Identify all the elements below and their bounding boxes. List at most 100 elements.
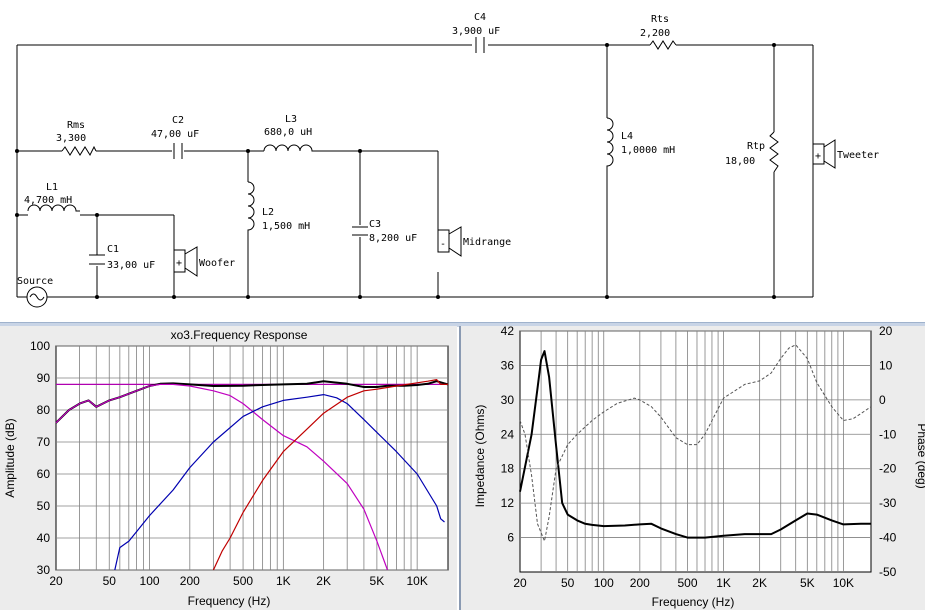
x-tick-label: 200	[180, 574, 200, 588]
tweeter-speaker-icon[interactable]: + Tweeter	[812, 139, 879, 169]
midrange-speaker-icon[interactable]: - Midrange	[437, 226, 511, 257]
x-tick-label: 10K	[406, 574, 427, 588]
y2-tick-label: -40	[879, 531, 897, 545]
svg-text:3,900 uF: 3,900 uF	[452, 26, 500, 37]
fr-grid	[56, 345, 448, 571]
y2-tick-label: 20	[879, 326, 893, 338]
frequency-response-chart: xo3.Frequency Response 20 50 100 200 500 1K 2K…	[3, 328, 449, 608]
imp-series-line-0	[519, 350, 871, 539]
imp-y2-axis-label: Phase (deg)	[915, 423, 925, 488]
y2-tick-label: 0	[879, 393, 886, 407]
y-tick-label: 80	[37, 403, 51, 417]
x-tick-label: 20	[513, 576, 527, 590]
y-tick-label: 70	[37, 435, 51, 449]
x-tick-label: 500	[677, 576, 697, 590]
svg-text:3,300: 3,300	[56, 133, 86, 144]
svg-text:1,500 mH: 1,500 mH	[262, 221, 310, 232]
crossover-schematic: Rms 3,300 C2 47,00 uF L3 680,0 uH L1 4,7…	[15, 12, 879, 308]
fr-chart-title: xo3.Frequency Response	[171, 328, 308, 342]
svg-text:C2: C2	[172, 115, 184, 126]
resistor-rtp[interactable]: Rtp 18,00	[725, 131, 779, 173]
fr-x-tick-labels: 20 50 100 200 500 1K 2K 5K 10K	[49, 574, 428, 588]
y2-tick-label: -30	[879, 496, 897, 510]
y-tick-label: 90	[37, 371, 51, 385]
woofer-speaker-icon[interactable]: + Woofer	[173, 246, 235, 277]
frequency-response-pane[interactable]: xo3.Frequency Response 20 50 100 200 500 1K 2K…	[0, 326, 457, 610]
y-tick-label: 24	[501, 427, 515, 441]
capacitor-c3[interactable]: C3 8,200 uF	[352, 219, 417, 244]
resistor-rms[interactable]: Rms 3,300	[56, 120, 97, 157]
svg-text:L1: L1	[46, 182, 58, 193]
svg-text:Source: Source	[17, 276, 53, 287]
svg-text:2,200: 2,200	[640, 28, 670, 39]
svg-text:-: -	[440, 239, 446, 250]
y-tick-label: 18	[501, 462, 515, 476]
x-tick-label: 100	[140, 574, 160, 588]
fr-x-axis-label: Frequency (Hz)	[188, 594, 271, 608]
signal-source-icon[interactable]: Source	[17, 276, 53, 308]
x-tick-label: 1K	[716, 576, 731, 590]
imp-x-tick-labels: 20 50 100 200 500 1K 2K 5K 10K	[513, 576, 854, 590]
y-tick-label: 60	[37, 467, 51, 481]
fr-series-line-3	[212, 378, 448, 571]
svg-text:Rms: Rms	[67, 120, 85, 131]
x-tick-label: 50	[103, 574, 117, 588]
x-tick-label: 100	[594, 576, 614, 590]
y-tick-label: 30	[37, 563, 51, 577]
svg-text:680,0 uH: 680,0 uH	[264, 127, 312, 138]
capacitor-c4[interactable]: C4 3,900 uF	[452, 12, 500, 53]
y-tick-label: 30	[501, 393, 515, 407]
inductor-l2[interactable]: L2 1,500 mH	[247, 181, 310, 240]
svg-text:C4: C4	[474, 12, 486, 23]
svg-text:L2: L2	[262, 207, 274, 218]
fr-series-line-2	[114, 393, 445, 571]
y-tick-label: 100	[30, 339, 50, 353]
svg-text:Rts: Rts	[651, 14, 669, 25]
svg-text:33,00 uF: 33,00 uF	[107, 260, 155, 271]
pane-splitter[interactable]	[0, 322, 925, 327]
y-tick-label: 40	[37, 531, 51, 545]
y2-tick-label: -50	[879, 565, 897, 579]
x-tick-label: 20	[49, 574, 63, 588]
x-tick-label: 5K	[800, 576, 815, 590]
svg-text:18,00: 18,00	[725, 156, 755, 167]
y-tick-label: 6	[507, 531, 514, 545]
y-tick-label: 36	[501, 358, 515, 372]
svg-text:Woofer: Woofer	[199, 258, 235, 269]
svg-text:Midrange: Midrange	[463, 237, 511, 248]
imp-plot-area	[519, 330, 872, 573]
y2-tick-label: 10	[879, 358, 893, 372]
impedance-pane[interactable]: 20 50 100 200 500 1K 2K 5K 10K 6 12 18 24 30 36 42 -50…	[459, 324, 925, 610]
junction-dots	[15, 43, 776, 299]
x-tick-label: 2K	[752, 576, 767, 590]
capacitor-c2[interactable]: C2 47,00 uF	[151, 115, 199, 159]
y-tick-label: 12	[501, 496, 515, 510]
y-tick-label: 50	[37, 499, 51, 513]
imp-x-axis-label: Frequency (Hz)	[652, 595, 735, 609]
svg-text:C1: C1	[107, 244, 119, 255]
fr-series-group	[55, 378, 449, 571]
imp-y-axis-label: Impedance (Ohms)	[473, 405, 487, 508]
inductor-l3[interactable]: L3 680,0 uH	[263, 114, 316, 152]
x-tick-label: 2K	[316, 574, 331, 588]
svg-text:Tweeter: Tweeter	[837, 150, 879, 161]
fr-series-line-1	[55, 383, 389, 571]
inductor-l4[interactable]: L4 1,0000 mH	[606, 117, 675, 170]
svg-text:8,200 uF: 8,200 uF	[369, 233, 417, 244]
y2-tick-label: -20	[879, 462, 897, 476]
svg-text:C3: C3	[369, 219, 381, 230]
svg-text:L3: L3	[285, 114, 297, 125]
imp-series-line-1	[519, 344, 872, 542]
schematic-pane[interactable]: Rms 3,300 C2 47,00 uF L3 680,0 uH L1 4,7…	[0, 0, 925, 322]
capacitor-c1[interactable]: C1 33,00 uF	[89, 244, 155, 271]
imp-series-group	[519, 344, 872, 542]
resistor-rts[interactable]: Rts 2,200	[640, 14, 677, 50]
inductor-l1[interactable]: L1 4,700 mH	[24, 182, 80, 212]
y2-tick-label: -10	[879, 427, 897, 441]
svg-text:1,0000 mH: 1,0000 mH	[621, 145, 675, 156]
x-tick-label: 10K	[833, 576, 854, 590]
svg-text:Rtp: Rtp	[747, 141, 765, 152]
y-tick-label: 42	[501, 326, 515, 338]
x-tick-label: 500	[233, 574, 253, 588]
